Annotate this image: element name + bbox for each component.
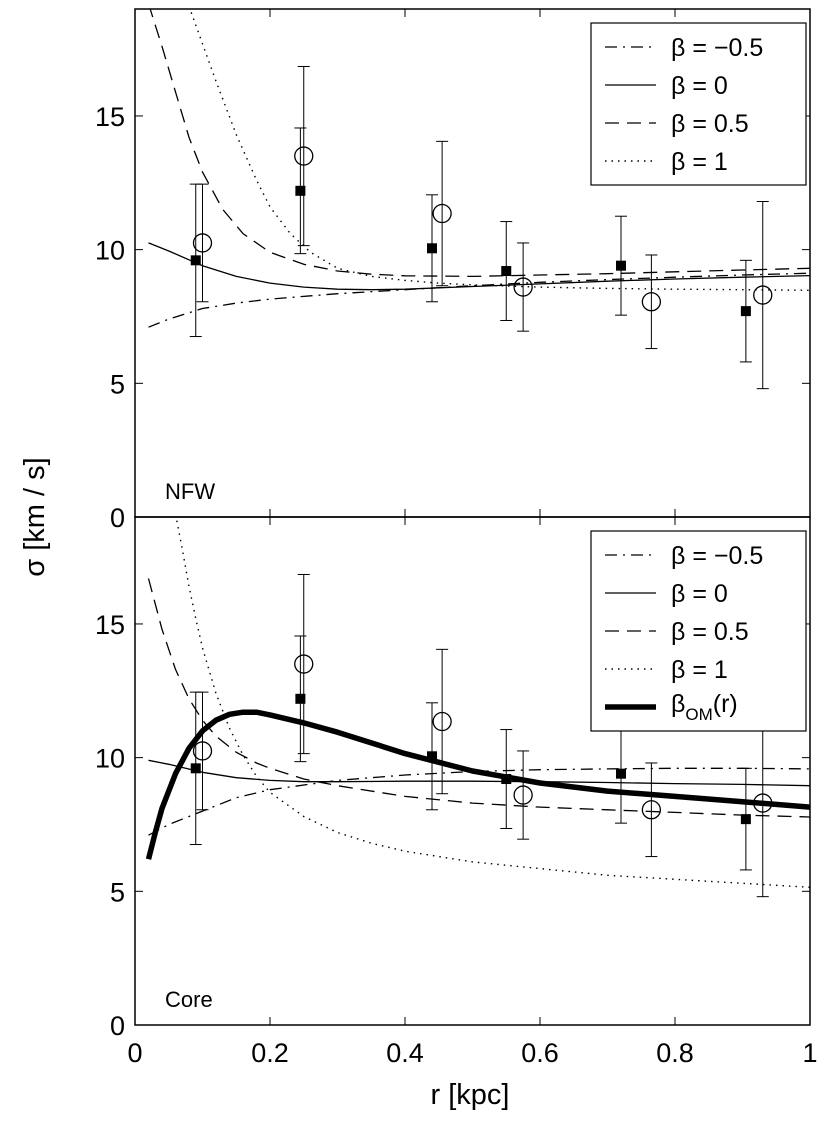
nfw-data-points <box>189 65 773 390</box>
core-legend-label-om: βOM(r) <box>671 690 738 724</box>
nfw-series-dashed <box>149 9 810 278</box>
nfw-square-marker <box>616 260 626 271</box>
nfw-series-solid <box>148 242 810 291</box>
nfw-legend-label: β = 1 <box>671 148 728 176</box>
core-square-marker <box>427 751 437 762</box>
core-legend-label: β = 0 <box>671 580 728 608</box>
core-panel-label: Core <box>165 987 213 1012</box>
nfw-legend-label: β = −0.5 <box>671 34 763 62</box>
core-square-marker <box>295 693 306 704</box>
nfw-legend-box <box>590 22 807 186</box>
nfw-circle-marker <box>513 277 533 297</box>
core-y-tick-label: 15 <box>95 610 125 640</box>
nfw-circle-marker <box>753 285 773 305</box>
nfw-circle-marker <box>294 146 314 166</box>
nfw-legend-label: β = 0 <box>671 72 728 100</box>
nfw-circle-marker <box>432 203 452 224</box>
core-series-thick <box>145 709 810 860</box>
core-legend-label: β = 0.5 <box>671 618 749 646</box>
core-legend-box <box>590 530 807 732</box>
nfw-panel-label: NFW <box>165 479 215 504</box>
core-legend-label: β = −0.5 <box>671 542 763 570</box>
nfw-legend: β = −0.5 β = 0 β = 0.5 β = 1 <box>590 22 807 186</box>
core-circle-marker <box>753 793 773 813</box>
nfw-y-tick-label: 5 <box>110 369 125 399</box>
core-series-dotted <box>175 517 810 888</box>
x-tick-label: 0 <box>127 1038 142 1068</box>
core-series-dashed <box>147 578 810 818</box>
core-circle-marker <box>513 785 533 805</box>
core-circle-marker <box>294 654 314 674</box>
x-tick-label: 0.8 <box>656 1038 694 1068</box>
core-data-points <box>189 573 773 898</box>
nfw-curves <box>148 9 810 328</box>
nfw-y-tick-label: 15 <box>95 102 125 132</box>
nfw-circle-marker <box>641 292 662 312</box>
y-axis-title: σ [km / s] <box>19 457 51 576</box>
x-axis-title: r [kpc] <box>431 1079 510 1111</box>
nfw-square-marker <box>190 255 201 266</box>
x-tick-label: 1 <box>802 1038 817 1068</box>
core-y-tick-label: 0 <box>110 1011 125 1041</box>
core-series-dashdot <box>148 767 810 836</box>
core-series-solid <box>148 759 810 787</box>
core-circle-marker <box>641 800 662 820</box>
core-circle-marker <box>432 711 452 732</box>
core-legend: β = −0.5 β = 0 β = 0.5 β = 1 βOM(r) <box>590 530 807 732</box>
nfw-legend-label: β = 0.5 <box>671 110 749 138</box>
core-circle-marker <box>192 741 213 761</box>
nfw-square-marker <box>501 266 512 277</box>
core-legend-label: β = 1 <box>671 656 728 684</box>
core-square-marker <box>190 763 201 774</box>
nfw-square-marker <box>740 306 751 317</box>
nfw-y-tick-label: 10 <box>95 236 125 266</box>
nfw-square-marker <box>427 243 437 254</box>
x-tick-label: 0.6 <box>521 1038 559 1068</box>
nfw-circle-marker <box>192 233 213 253</box>
nfw-y-tick-label: 0 <box>110 503 125 533</box>
core-square-marker <box>740 814 751 825</box>
core-curves <box>145 517 810 888</box>
nfw-series-dotted <box>189 9 810 291</box>
core-axes-frame <box>134 516 811 1026</box>
core-square-marker <box>501 774 512 785</box>
x-tick-label: 0.2 <box>251 1038 289 1068</box>
core-y-tick-label: 5 <box>110 877 125 907</box>
core-y-tick-label: 10 <box>95 744 125 774</box>
core-square-marker <box>616 768 626 779</box>
x-tick-label: 0.4 <box>386 1038 424 1068</box>
nfw-square-marker <box>295 185 306 196</box>
panel-nfw: 0 5 10 15 NFW β = −0.5 β = 0 β = 0.5 β = 1 <box>95 8 811 533</box>
